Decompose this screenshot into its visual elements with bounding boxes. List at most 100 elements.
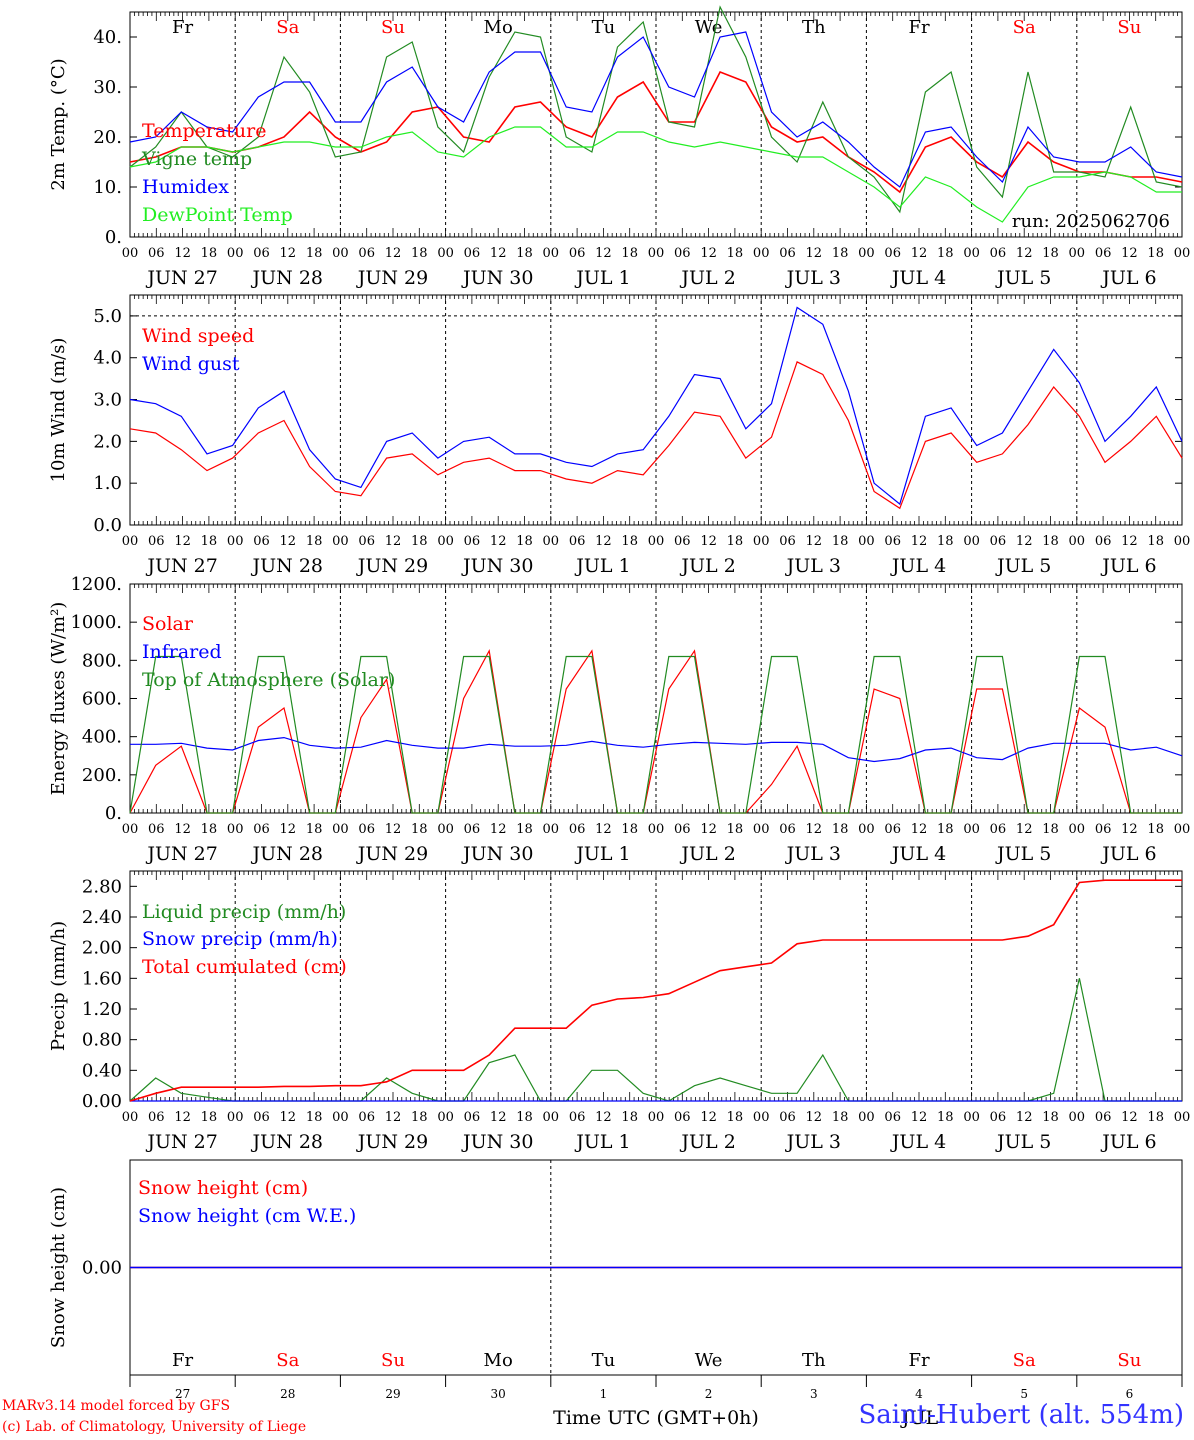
hour-tick-label: 12: [595, 246, 612, 261]
hour-tick-label: 18: [832, 1110, 849, 1125]
y-tick-label: 0.: [105, 227, 122, 248]
hour-tick-label: 00: [543, 822, 560, 837]
hour-tick-label: 12: [700, 822, 717, 837]
legend-temperature: Temperature: [142, 120, 266, 142]
date-label: JUL 6: [1100, 1131, 1156, 1153]
date-label: JUN 29: [356, 267, 428, 289]
hour-tick-label: 18: [201, 246, 218, 261]
hour-tick-label: 12: [174, 534, 191, 549]
weekday-label: Su: [381, 17, 405, 38]
hour-tick-label: 06: [253, 822, 270, 837]
hour-tick-label: 06: [884, 246, 901, 261]
hour-tick-label: 00: [648, 822, 665, 837]
y-tick-label: 0.0: [93, 515, 122, 536]
hour-tick-label: 18: [1042, 822, 1059, 837]
hour-tick-label: 06: [358, 822, 375, 837]
y-tick-label: 3.0: [93, 390, 122, 411]
hour-tick-label: 12: [385, 822, 402, 837]
day-number-label: 1: [600, 1387, 608, 1401]
hour-tick-label: 12: [1121, 822, 1138, 837]
date-label: JUN 27: [145, 555, 217, 577]
hour-tick-label: 12: [280, 822, 297, 837]
hour-tick-label: 18: [516, 1110, 533, 1125]
y-tick-label: 2.00: [82, 938, 122, 959]
day-number-label: 30: [491, 1387, 506, 1401]
hour-tick-label: 06: [464, 822, 481, 837]
series-line-infrared: [130, 736, 1183, 763]
weekday-label: Sa: [276, 17, 299, 38]
weekday-label: Su: [1117, 1350, 1141, 1371]
hour-tick-label: 12: [700, 534, 717, 549]
day-number-label: 27: [175, 1387, 190, 1401]
hour-tick-label: 00: [122, 1110, 139, 1125]
y-tick-label: 0.80: [82, 1030, 122, 1051]
weekday-label: We: [695, 1350, 723, 1371]
hour-tick-label: 06: [464, 534, 481, 549]
weekday-label: Fr: [908, 1350, 929, 1371]
hour-tick-label: 00: [122, 822, 139, 837]
y-tick-label: 1200.: [70, 574, 122, 595]
date-label: JUL 3: [785, 555, 841, 577]
hour-tick-label: 06: [1095, 822, 1112, 837]
credit-model: MARv3.14 model forced by GFS: [2, 1398, 231, 1414]
date-label: JUL 1: [574, 843, 630, 865]
date-label: JUL 5: [995, 555, 1051, 577]
hour-tick-label: 06: [464, 246, 481, 261]
hour-tick-label: 18: [727, 822, 744, 837]
hour-tick-label: 18: [621, 822, 638, 837]
hour-tick-label: 12: [911, 246, 928, 261]
hour-tick-label: 06: [148, 822, 165, 837]
weekday-label: We: [695, 17, 723, 38]
hour-tick-label: 18: [727, 534, 744, 549]
hour-tick-label: 12: [806, 822, 823, 837]
hour-tick-label: 06: [1095, 534, 1112, 549]
date-label: JUN 28: [251, 555, 323, 577]
hour-tick-label: 06: [884, 534, 901, 549]
hour-tick-label: 00: [963, 246, 980, 261]
date-label: JUN 29: [356, 555, 428, 577]
hour-tick-label: 06: [674, 822, 691, 837]
hour-tick-label: 12: [911, 1110, 928, 1125]
date-label: JUL 3: [785, 843, 841, 865]
month-label: JUL: [900, 1407, 939, 1429]
hour-tick-label: 06: [148, 246, 165, 261]
legend-vigne-temp: Vigne temp: [141, 148, 252, 170]
hour-tick-label: 00: [1174, 246, 1191, 261]
date-label: JUN 27: [145, 843, 217, 865]
hour-tick-label: 00: [858, 246, 875, 261]
weekday-label: Tu: [592, 17, 616, 38]
hour-tick-label: 12: [1121, 1110, 1138, 1125]
y-tick-label: 2.0: [93, 431, 122, 452]
hour-tick-label: 12: [595, 822, 612, 837]
hour-tick-label: 12: [490, 1110, 507, 1125]
hour-tick-label: 18: [306, 246, 323, 261]
hour-tick-label: 12: [490, 822, 507, 837]
hour-tick-label: 12: [174, 246, 191, 261]
hour-tick-label: 06: [569, 534, 586, 549]
hour-tick-label: 12: [1121, 534, 1138, 549]
day-number-label: 2: [705, 1387, 713, 1401]
weekday-label: Mo: [484, 17, 513, 38]
hour-tick-label: 00: [437, 246, 454, 261]
weekday-label: Sa: [1013, 17, 1036, 38]
hour-tick-label: 06: [674, 1110, 691, 1125]
hour-tick-label: 00: [227, 534, 244, 549]
hour-tick-label: 18: [411, 534, 428, 549]
legend-infrared: Infrared: [142, 641, 222, 663]
hour-tick-label: 06: [1095, 246, 1112, 261]
hour-tick-label: 18: [937, 822, 954, 837]
date-label: JUN 30: [461, 843, 533, 865]
hour-tick-label: 18: [832, 246, 849, 261]
hour-tick-label: 06: [569, 246, 586, 261]
date-label: JUL 5: [995, 843, 1051, 865]
legend-top-of-atmosphere-solar-: Top of Atmosphere (Solar): [142, 669, 395, 691]
y-tick-label: 2.80: [82, 876, 122, 897]
weekday-label: Th: [802, 1350, 826, 1371]
hour-tick-label: 12: [1016, 1110, 1033, 1125]
hour-tick-label: 00: [543, 246, 560, 261]
hour-tick-label: 12: [806, 246, 823, 261]
hour-tick-label: 18: [411, 822, 428, 837]
hour-tick-label: 00: [332, 246, 349, 261]
hour-tick-label: 00: [437, 1110, 454, 1125]
hour-tick-label: 18: [727, 246, 744, 261]
